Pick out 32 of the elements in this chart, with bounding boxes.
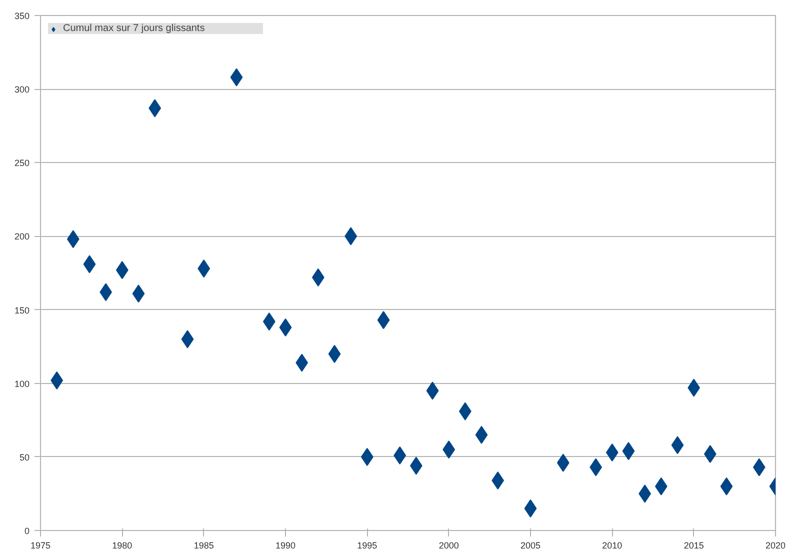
point — [720, 477, 733, 496]
y-tick-label: 350 — [14, 11, 30, 21]
point — [181, 330, 194, 348]
y-tick-label: 250 — [14, 158, 30, 168]
x-tick-label: 2015 — [684, 540, 704, 550]
point — [475, 426, 488, 444]
y-tick-label: 0 — [24, 526, 30, 536]
x-tick-label: 1980 — [112, 540, 132, 550]
point — [230, 68, 243, 86]
y-tick-label: 100 — [14, 378, 30, 389]
x-tick-label: 2020 — [765, 540, 786, 550]
point — [328, 344, 341, 363]
point — [377, 311, 390, 330]
point — [83, 255, 96, 274]
point — [622, 442, 635, 460]
x-tick-label: 1975 — [30, 540, 51, 550]
point — [279, 318, 292, 336]
x-tick-label: 2000 — [438, 540, 459, 550]
y-tick-label: 150 — [14, 305, 30, 316]
y-tick-label: 200 — [14, 232, 30, 242]
legend-label: Cumul max sur 7 jours glissants — [63, 23, 206, 34]
y-tick-label: 50 — [19, 452, 30, 462]
x-tick-label: 2010 — [602, 540, 622, 550]
x-tick-label: 1995 — [357, 540, 378, 550]
point — [671, 436, 684, 454]
x-tick-label: 1985 — [194, 540, 214, 550]
point — [524, 499, 537, 518]
x-tick-label: 1990 — [275, 540, 296, 550]
y-tick-label: 300 — [14, 84, 30, 95]
point — [426, 382, 439, 400]
point — [132, 284, 145, 303]
x-tick-label: 2005 — [520, 540, 541, 550]
